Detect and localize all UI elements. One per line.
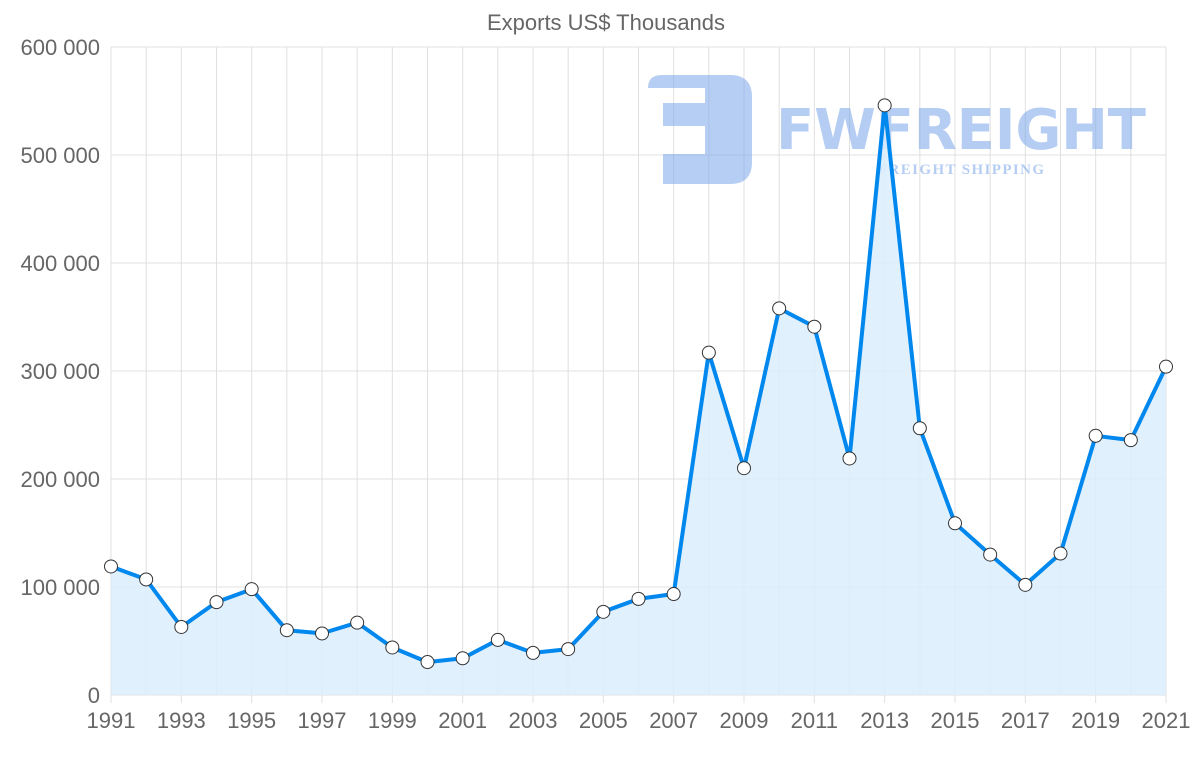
y-tick-label: 500 000 bbox=[20, 143, 100, 168]
x-tick-label: 1997 bbox=[298, 708, 347, 733]
x-tick-label: 2013 bbox=[860, 708, 909, 733]
x-tick-label: 1995 bbox=[227, 708, 276, 733]
data-point[interactable] bbox=[279, 623, 294, 638]
data-point[interactable] bbox=[561, 642, 576, 657]
area-fill bbox=[111, 105, 1166, 696]
data-point[interactable] bbox=[139, 572, 154, 587]
fwfreight-logo-watermark: FWFREIGHT FREIGHT SHIPPING bbox=[648, 75, 1146, 184]
y-tick-label: 600 000 bbox=[20, 35, 100, 60]
data-point[interactable] bbox=[526, 645, 540, 660]
x-tick-label: 2021 bbox=[1142, 708, 1191, 733]
data-point[interactable] bbox=[1159, 359, 1173, 374]
x-tick-label: 1999 bbox=[368, 708, 417, 733]
x-tick-label: 2009 bbox=[720, 708, 769, 733]
x-tick-label: 2011 bbox=[791, 708, 838, 733]
chart-title: Exports US$ Thousands bbox=[487, 10, 725, 35]
data-point[interactable] bbox=[772, 301, 787, 316]
data-point[interactable] bbox=[1123, 433, 1138, 448]
data-point[interactable] bbox=[877, 98, 892, 113]
data-point[interactable] bbox=[701, 345, 716, 360]
data-point[interactable] bbox=[385, 640, 400, 655]
svg-text:FWFREIGHT: FWFREIGHT bbox=[776, 98, 1146, 163]
data-point[interactable] bbox=[1018, 577, 1033, 592]
data-point[interactable] bbox=[631, 591, 646, 606]
data-point[interactable] bbox=[104, 559, 118, 574]
data-point[interactable] bbox=[244, 582, 259, 597]
data-point[interactable] bbox=[350, 615, 365, 630]
data-point[interactable] bbox=[1088, 428, 1103, 443]
data-point[interactable] bbox=[490, 632, 505, 647]
x-tick-label: 2015 bbox=[931, 708, 980, 733]
data-point[interactable] bbox=[666, 587, 681, 602]
x-tick-label: 2001 bbox=[438, 708, 487, 733]
data-point[interactable] bbox=[737, 461, 751, 476]
y-tick-label: 200 000 bbox=[20, 467, 100, 492]
x-tick-label: 2005 bbox=[579, 708, 628, 733]
x-tick-label: 2003 bbox=[509, 708, 558, 733]
data-point[interactable] bbox=[420, 655, 435, 670]
y-tick-label: 100 000 bbox=[20, 575, 100, 600]
data-point[interactable] bbox=[912, 421, 927, 436]
data-point[interactable] bbox=[315, 626, 329, 641]
x-tick-label: 2019 bbox=[1071, 708, 1120, 733]
data-point[interactable] bbox=[948, 516, 962, 531]
data-point[interactable] bbox=[807, 319, 822, 334]
data-point[interactable] bbox=[209, 595, 224, 610]
x-tick-label: 2007 bbox=[649, 708, 698, 733]
svg-text:FREIGHT SHIPPING: FREIGHT SHIPPING bbox=[878, 162, 1044, 178]
data-point[interactable] bbox=[983, 547, 998, 562]
data-point[interactable] bbox=[842, 451, 857, 466]
y-tick-label: 400 000 bbox=[20, 251, 100, 276]
x-tick-label: 1993 bbox=[157, 708, 206, 733]
data-point[interactable] bbox=[174, 619, 189, 634]
x-tick-label: 1991 bbox=[87, 708, 136, 733]
data-point[interactable] bbox=[455, 651, 470, 666]
y-tick-label: 300 000 bbox=[20, 359, 100, 384]
data-point[interactable] bbox=[1053, 546, 1068, 561]
y-tick-label: 0 bbox=[88, 683, 100, 708]
data-point[interactable] bbox=[596, 604, 611, 619]
x-tick-label: 2017 bbox=[1001, 708, 1050, 733]
